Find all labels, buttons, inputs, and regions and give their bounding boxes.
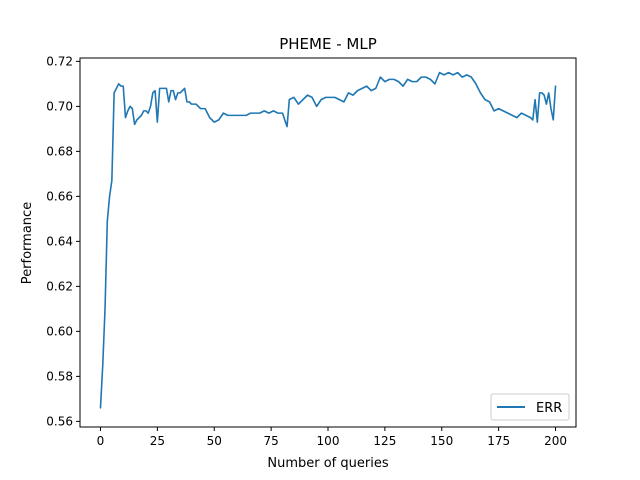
y-tick-label: 0.58 <box>46 369 73 383</box>
x-axis: 0 25 50 75 100 125 150 175 200 <box>97 427 567 448</box>
legend-label: ERR <box>536 401 562 416</box>
x-tick-label: 200 <box>544 434 567 448</box>
y-tick-label: 0.62 <box>46 279 73 293</box>
x-tick-label: 175 <box>487 434 510 448</box>
x-axis-label: Number of queries <box>267 456 388 471</box>
y-tick-label: 0.56 <box>46 414 73 428</box>
x-tick-label: 0 <box>97 434 105 448</box>
y-tick-label: 0.70 <box>46 99 73 113</box>
y-tick-label: 0.66 <box>46 189 73 203</box>
x-tick-label: 75 <box>263 434 278 448</box>
legend: ERR <box>490 393 570 421</box>
y-axis: 0.56 0.58 0.60 0.62 0.64 0.66 0.68 0.70 0.72 <box>46 54 80 428</box>
x-tick-label: 50 <box>207 434 222 448</box>
x-tick-label: 25 <box>150 434 165 448</box>
x-tick-label: 150 <box>430 434 453 448</box>
plot-series <box>99 71 557 409</box>
y-tick-label: 0.64 <box>46 234 73 248</box>
y-tick-label: 0.68 <box>46 144 73 158</box>
y-tick-label: 0.72 <box>46 54 73 68</box>
y-tick-label: 0.60 <box>46 324 73 338</box>
chart-title: PHEME - MLP <box>279 35 377 53</box>
y-axis-label: Performance <box>20 202 35 284</box>
series-line-err <box>99 71 557 409</box>
plot-area-frame <box>79 57 577 428</box>
legend-box <box>490 393 570 421</box>
x-tick-label: 100 <box>317 434 340 448</box>
x-tick-label: 125 <box>373 434 396 448</box>
